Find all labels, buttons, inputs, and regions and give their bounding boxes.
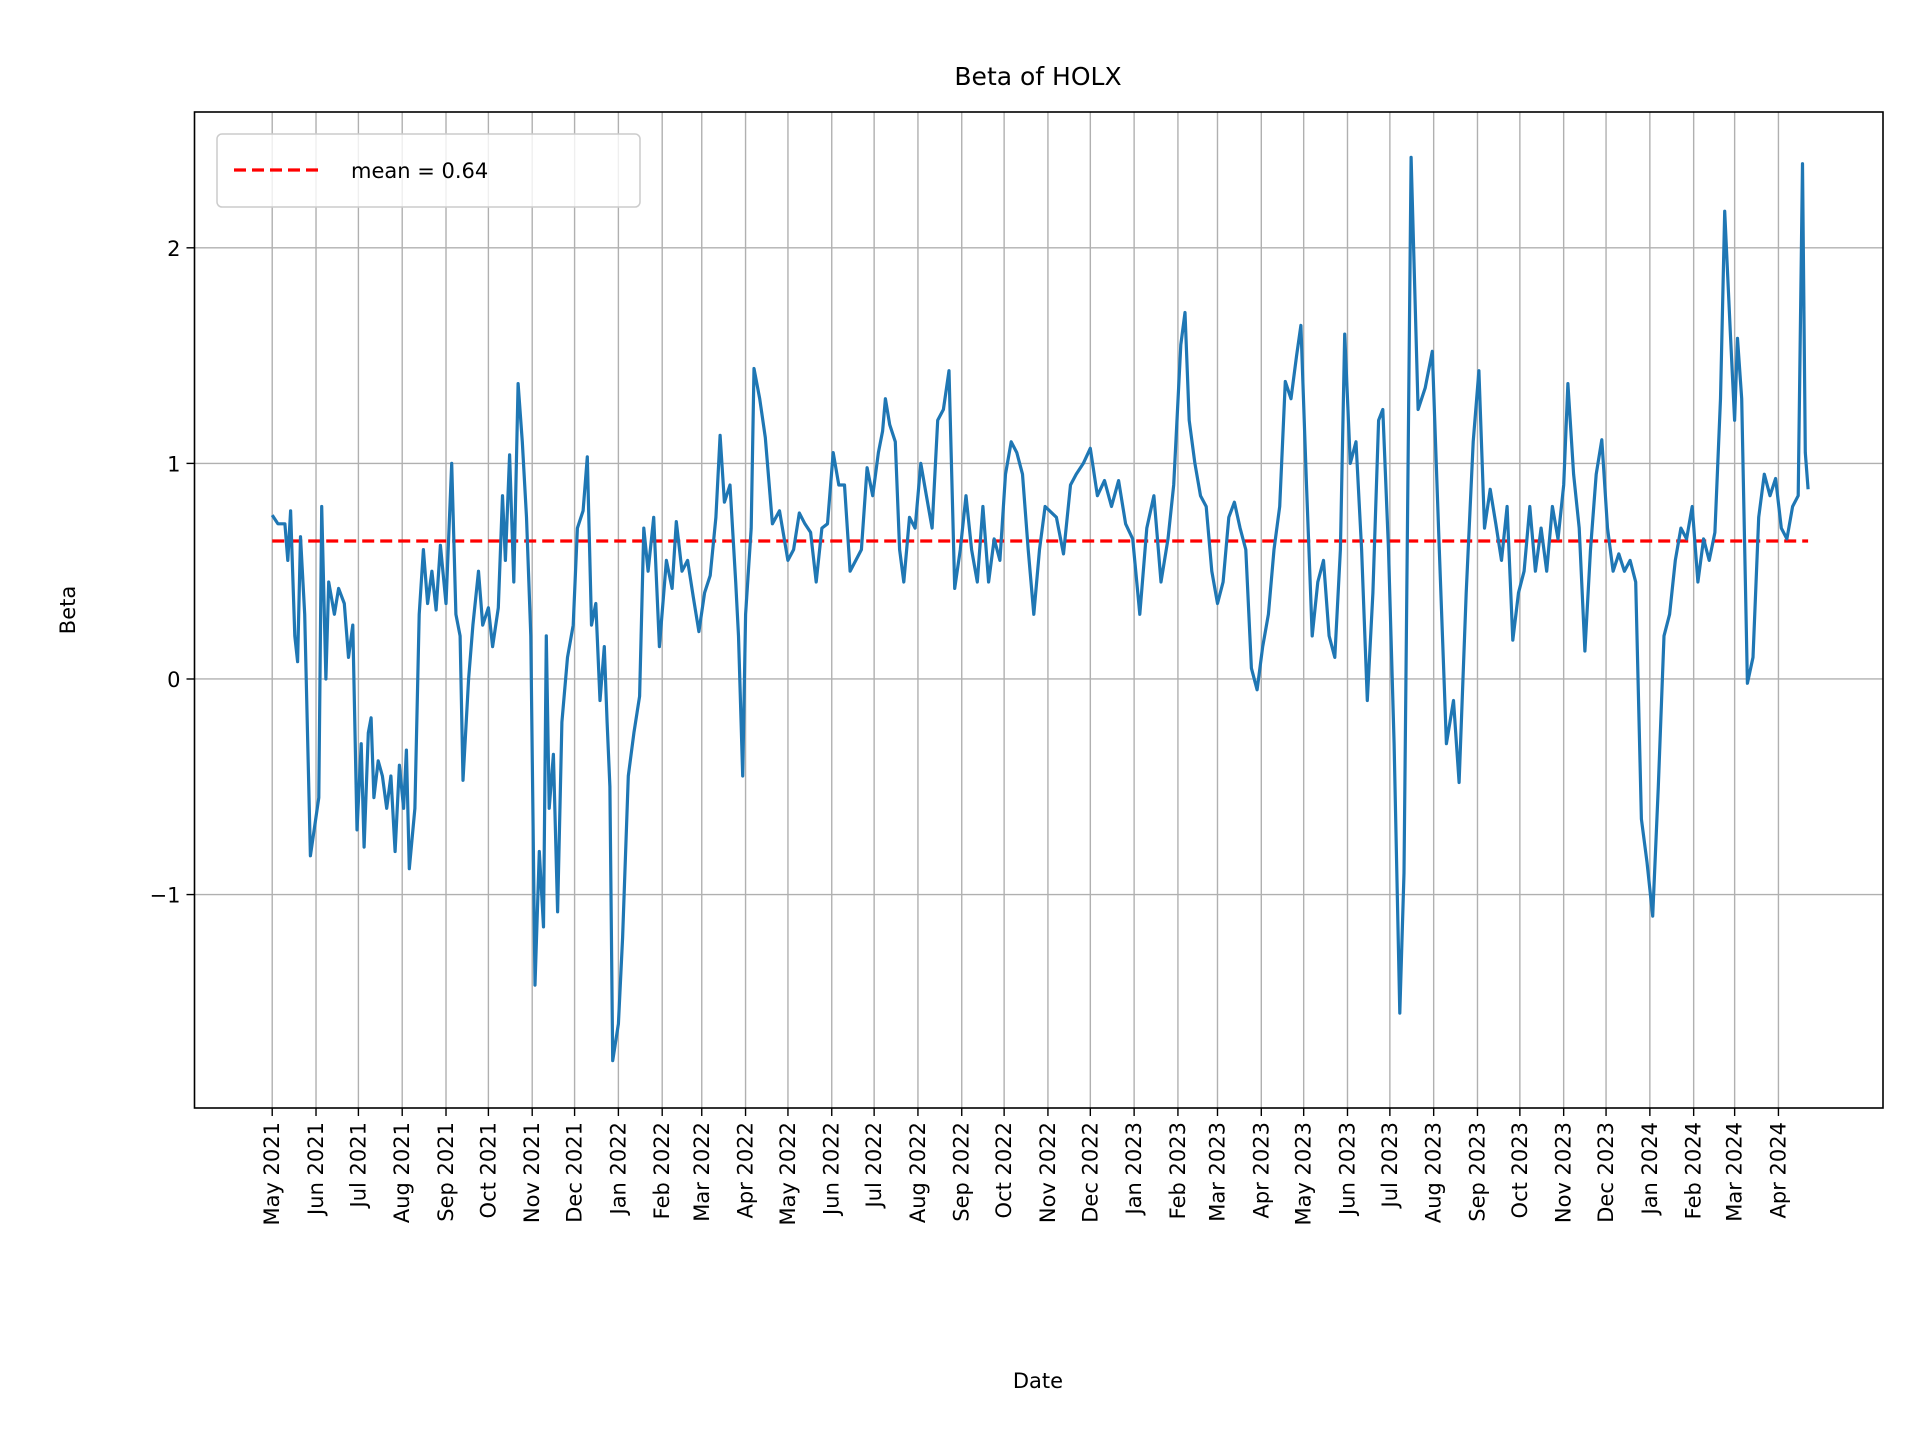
series-layer [270, 155, 1810, 1063]
y-tick-label: 0 [167, 668, 180, 692]
x-tick-label: Sep 2022 [950, 1122, 974, 1222]
x-tick-label: May 2021 [260, 1122, 284, 1226]
x-tick-label: Nov 2021 [520, 1122, 544, 1223]
x-tick-label: Jun 2022 [820, 1122, 844, 1217]
beta-series-line [270, 155, 1810, 1063]
x-tick-label: Jun 2023 [1335, 1122, 1359, 1217]
legend: mean = 0.64 [216, 133, 641, 208]
x-tick-label: Oct 2022 [992, 1122, 1016, 1218]
grid [194, 112, 1883, 1108]
x-tick-label: Aug 2023 [1422, 1122, 1446, 1223]
x-tick-label: Jan 2024 [1638, 1122, 1662, 1217]
x-tick-label: Apr 2024 [1766, 1122, 1790, 1218]
x-tick-label: Nov 2022 [1036, 1122, 1060, 1223]
x-tick-label: Jun 2021 [304, 1122, 328, 1217]
x-axis: May 2021 Jun 2021 Jul 2021 Aug 2021 Sep 2021… [260, 1108, 1790, 1226]
chart-title: Beta of HOLX [954, 62, 1121, 91]
y-axis: −1 0 1 2 [150, 237, 195, 908]
x-tick-label: Nov 2023 [1552, 1122, 1576, 1223]
x-tick-label: Dec 2021 [563, 1122, 587, 1223]
x-tick-label: Dec 2022 [1078, 1122, 1102, 1223]
y-tick-label: −1 [150, 884, 181, 908]
x-tick-label: Jul 2023 [1378, 1122, 1402, 1209]
x-tick-label: Dec 2023 [1594, 1122, 1618, 1223]
x-tick-label: Oct 2021 [476, 1122, 500, 1218]
y-tick-label: 2 [167, 237, 180, 261]
x-tick-label: Jan 2023 [1122, 1122, 1146, 1217]
x-tick-label: Oct 2023 [1508, 1122, 1532, 1218]
y-tick-label: 1 [167, 452, 180, 476]
legend-mean-label: mean = 0.64 [351, 159, 488, 183]
x-tick-label: Aug 2021 [390, 1122, 414, 1223]
x-axis-label: Date [1013, 1369, 1063, 1393]
x-tick-label: Feb 2023 [1166, 1122, 1190, 1219]
y-axis-label: Beta [56, 586, 80, 634]
x-tick-label: Sep 2023 [1465, 1122, 1489, 1222]
x-tick-label: Feb 2024 [1682, 1122, 1706, 1219]
x-tick-label: Feb 2022 [650, 1122, 674, 1219]
x-tick-label: Apr 2022 [734, 1122, 758, 1218]
x-tick-label: Mar 2022 [690, 1122, 714, 1222]
plot-frame [193, 111, 1884, 1109]
x-tick-label: Aug 2022 [906, 1122, 930, 1223]
x-tick-label: Mar 2024 [1723, 1122, 1747, 1222]
legend-box [216, 133, 641, 208]
x-tick-label: May 2023 [1292, 1122, 1316, 1226]
x-tick-label: Apr 2023 [1249, 1122, 1273, 1218]
x-tick-label: May 2022 [776, 1122, 800, 1226]
x-tick-label: Sep 2021 [434, 1122, 458, 1222]
x-tick-label: Jul 2022 [862, 1122, 886, 1209]
x-tick-label: Jan 2022 [606, 1122, 630, 1217]
x-tick-label: Mar 2023 [1205, 1122, 1229, 1222]
x-tick-label: Jul 2021 [346, 1122, 370, 1209]
